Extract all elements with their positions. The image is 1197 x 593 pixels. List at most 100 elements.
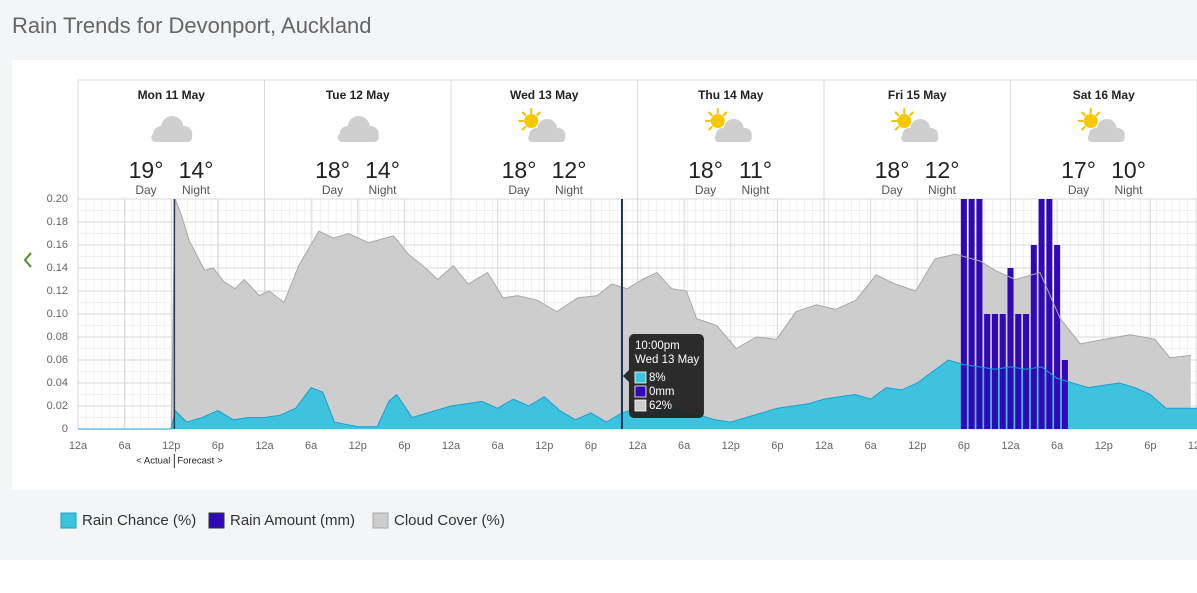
y-tick-label: 0.02 — [47, 400, 68, 412]
day-temp: 18° — [875, 157, 910, 183]
day-temp: 18° — [688, 157, 723, 183]
y-tick-label: 0.14 — [47, 262, 68, 274]
bar — [968, 199, 975, 429]
tooltip-time: 10:00pm — [635, 340, 680, 352]
tooltip-swatch — [634, 371, 647, 384]
day-name: Thu 14 May — [698, 88, 764, 102]
day-temp: 19° — [129, 157, 164, 183]
day-name: Mon 11 May — [138, 88, 206, 102]
y-tick-label: 0.04 — [47, 377, 68, 389]
bar — [1038, 199, 1045, 429]
y-tick-label: 0.18 — [47, 216, 68, 228]
legend: Rain Chance (%) Rain Amount (mm) Cloud Cov… — [60, 512, 505, 529]
day-name: Wed 13 May — [510, 88, 579, 102]
x-tick-label: 12p — [162, 440, 180, 452]
y-tick-label: 0.08 — [47, 331, 68, 343]
legend-label[interactable]: Cloud Cover (%) — [394, 512, 505, 529]
x-tick-label: 6a — [305, 440, 318, 452]
night-label: Night — [368, 183, 397, 197]
day-header: Mon 11 May 19° 14° Day Night Tue 12 May 18° 14°… — [77, 79, 1197, 200]
y-tick-label: 0.10 — [47, 308, 68, 320]
y-tick-label: 0.12 — [47, 285, 68, 297]
day-name: Tue 12 May — [326, 88, 390, 102]
x-tick-label: 12p — [722, 440, 740, 452]
bar — [1054, 245, 1061, 429]
day-label: Day — [508, 183, 529, 197]
day-name: Fri 15 May — [888, 88, 947, 102]
tooltip-swatch — [634, 399, 647, 412]
night-label: Night — [1114, 183, 1143, 197]
x-tick-label: 6p — [958, 440, 970, 452]
x-tick-label: 6p — [398, 440, 410, 452]
night-temp: 11° — [739, 157, 772, 183]
x-tick-label: 12p — [535, 440, 553, 452]
legend-swatch[interactable] — [60, 512, 77, 529]
bar — [1061, 360, 1068, 429]
legend-swatch[interactable] — [208, 512, 225, 529]
axes: 0 0.02 0.04 0.06 0.08 0.10 0.12 0.14 0.16 0.18 0.2… — [47, 193, 1197, 468]
actual-label: < Actual — [136, 456, 170, 467]
bar — [1030, 245, 1037, 429]
x-tick-label: 12p — [349, 440, 367, 452]
y-tick-label: 0.16 — [47, 239, 68, 251]
night-temp: 12° — [552, 157, 587, 183]
x-tick-label: 12a — [1188, 440, 1197, 452]
x-tick-label: 6a — [678, 440, 691, 452]
legend-swatch[interactable] — [372, 512, 389, 529]
x-tick-label: 6p — [771, 440, 783, 452]
x-tick-label: 12p — [1095, 440, 1113, 452]
y-tick-label: 0.06 — [47, 354, 68, 366]
night-label: Night — [928, 183, 957, 197]
day-temp: 17° — [1061, 157, 1096, 183]
x-tick-label: 6p — [585, 440, 597, 452]
day-label: Day — [881, 183, 902, 197]
bar — [1046, 199, 1053, 429]
night-label: Night — [741, 183, 770, 197]
bar — [991, 314, 998, 429]
night-label: Night — [182, 183, 211, 197]
x-tick-label: 6a — [1051, 440, 1064, 452]
x-tick-label: 6a — [492, 440, 505, 452]
area — [78, 360, 1197, 429]
legend-label[interactable]: Rain Chance (%) — [82, 512, 196, 529]
previous-arrow[interactable] — [23, 252, 32, 268]
night-temp: 12° — [925, 157, 960, 183]
x-tick-label: 12p — [908, 440, 926, 452]
page-title: Rain Trends for Devonport, Auckland — [12, 13, 372, 38]
bar — [960, 199, 967, 429]
bar — [999, 314, 1006, 429]
tooltip: 10:00pm Wed 13 May 8% 0mm 62% — [622, 334, 704, 418]
day-label: Day — [322, 183, 343, 197]
area-line — [78, 199, 1191, 430]
legend-label[interactable]: Rain Amount (mm) — [230, 512, 355, 529]
plot-area — [78, 199, 1197, 430]
tooltip-swatch — [634, 385, 647, 398]
tooltip-day: Wed 13 May — [635, 354, 700, 366]
bar — [976, 199, 983, 429]
x-tick-label: 12a — [442, 440, 461, 452]
bar — [1015, 314, 1022, 429]
night-temp: 14° — [365, 157, 400, 183]
night-temp: 14° — [179, 157, 214, 183]
day-label: Day — [135, 183, 156, 197]
x-tick-label: 6p — [1144, 440, 1156, 452]
forecast-label: Forecast > — [177, 456, 223, 467]
night-label: Night — [555, 183, 584, 197]
tooltip-value: 62% — [649, 400, 672, 412]
bar — [1007, 268, 1014, 429]
x-tick-label: 6p — [212, 440, 224, 452]
x-tick-label: 6a — [865, 440, 878, 452]
day-label: Day — [1068, 183, 1089, 197]
y-tick-label: 0.20 — [47, 193, 68, 205]
tooltip-value: 0mm — [649, 386, 675, 398]
day-temp: 18° — [502, 157, 537, 183]
x-tick-label: 12a — [628, 440, 647, 452]
x-tick-label: 6a — [119, 440, 132, 452]
area — [78, 199, 1191, 429]
x-tick-label: 12a — [69, 440, 88, 452]
night-temp: 10° — [1111, 157, 1146, 183]
bar — [1023, 314, 1030, 429]
x-tick-label: 12a — [1001, 440, 1020, 452]
